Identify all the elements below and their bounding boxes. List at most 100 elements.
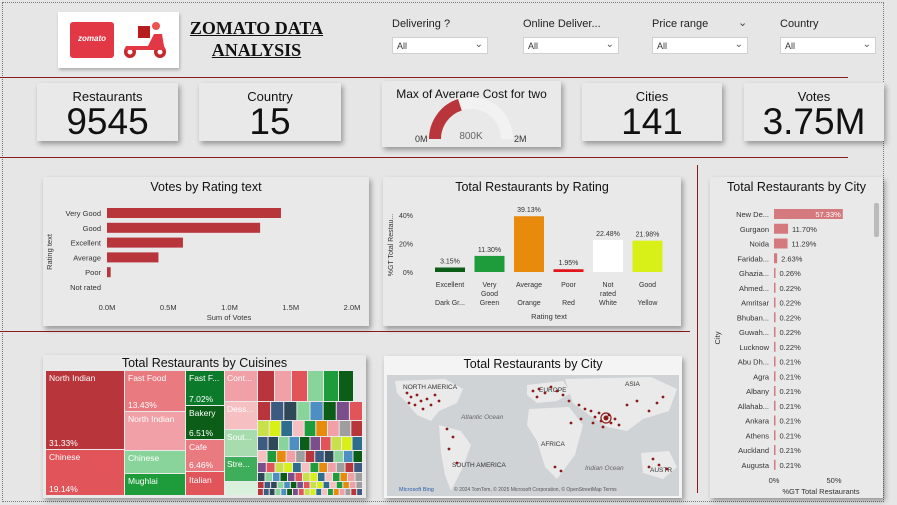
map-dot <box>651 457 655 461</box>
treemap-tile <box>356 482 362 488</box>
treemap-tile-mughlai <box>125 474 185 495</box>
divider-line <box>0 157 848 158</box>
treemap-tile <box>315 451 324 462</box>
map-land-africa <box>527 407 583 479</box>
slicer-country[interactable]: Country All ⌄ <box>772 12 884 58</box>
x-tick-label: 1.5M <box>282 303 299 312</box>
map-dot <box>405 391 409 395</box>
treemap-tile <box>279 437 289 450</box>
restaurants-by-rating-chart: 40% 20% 0% 3.15% Excellent Dark Gr... 11.30% Ve… <box>388 207 663 321</box>
rating-bar <box>474 255 505 272</box>
map-dot <box>625 403 629 407</box>
treemap-tile <box>267 451 277 462</box>
treemap-tile <box>345 463 354 472</box>
category-label: Not rated <box>70 283 101 292</box>
category-label: Excellent <box>436 282 464 289</box>
y-tick-label: 40% <box>399 213 413 220</box>
treemap-tile <box>304 489 310 495</box>
map-dot <box>537 387 541 391</box>
kpi-country: Country 15 <box>199 83 341 142</box>
slicer-value: All <box>785 41 796 51</box>
category-label: Average <box>516 282 542 289</box>
map-dot <box>597 411 601 415</box>
value-label: 0.21% <box>780 372 802 381</box>
map-dot <box>561 393 565 397</box>
treemap-value: 31.33% <box>49 438 78 448</box>
treemap-label: Sout... <box>227 432 252 442</box>
treemap-tile <box>258 451 267 462</box>
slicer-dropdown[interactable]: All ⌄ <box>392 37 488 54</box>
city-bar <box>774 341 776 352</box>
category-label: Good <box>639 282 656 289</box>
treemap-tile <box>258 489 263 495</box>
treemap-tile <box>325 473 332 481</box>
treemap-tile <box>265 473 272 481</box>
treemap-tile <box>289 437 299 450</box>
treemap-tile <box>293 421 304 436</box>
treemap-tile <box>301 463 310 472</box>
slicer-dropdown[interactable]: All ⌄ <box>652 37 748 54</box>
treemap-tile <box>258 402 271 420</box>
chevron-down-icon: ⌄ <box>862 39 871 50</box>
votes-by-rating-chart: Very Good Good Excellent Average Poor Not rat… <box>45 208 360 322</box>
slicer-online-delivery[interactable]: Online Deliver... All ⌄ <box>515 12 627 58</box>
treemap-tile <box>281 489 287 495</box>
map-dot <box>647 409 651 413</box>
value-label: 11.30% <box>478 247 501 254</box>
treemap-label: Fast F... <box>189 373 219 383</box>
treemap-tile-italian <box>186 472 224 495</box>
treemap-tile <box>321 437 331 450</box>
city-label: Abu Dh... <box>738 358 769 367</box>
kpi-value: 3.75M <box>762 101 866 142</box>
treemap-tile <box>297 402 310 420</box>
gauge-fill <box>429 99 463 140</box>
restaurants-by-city-chart: New De... 57.33% Gurgaon 11.70% Noida 11.29% F… <box>713 209 860 496</box>
treemap-tile <box>304 421 316 436</box>
map-label: NORTH AMERICA <box>403 384 458 391</box>
rating-bar <box>593 239 623 272</box>
slicer-dropdown[interactable]: All ⌄ <box>523 37 619 54</box>
slicer-delivering[interactable]: Delivering ? All ⌄ <box>384 12 496 58</box>
map-dot <box>447 447 451 451</box>
slicer-price-range[interactable]: Price range ⌄ All ⌄ <box>644 12 756 58</box>
treemap-tile <box>269 421 281 436</box>
treemap-label: Cont... <box>227 373 252 383</box>
world-map[interactable]: NORTH AMERICA EUROPE ASIA Atlantic Ocean… <box>387 375 679 496</box>
map-dot <box>635 399 639 403</box>
map-dot <box>413 403 417 407</box>
city-bar <box>774 430 776 441</box>
treemap-tile <box>258 371 274 401</box>
map-dot <box>665 467 669 471</box>
treemap-tile <box>357 489 362 495</box>
x-axis-label: Sum of Votes <box>207 313 252 322</box>
treemap-tile <box>310 473 317 481</box>
treemap-tile <box>310 402 323 420</box>
value-label: 57.33% <box>815 210 841 219</box>
x-axis-label: %GT Total Restaurants <box>782 487 860 496</box>
city-bar <box>774 238 788 249</box>
treemap-tile <box>328 489 333 495</box>
treemap-tile <box>339 371 353 401</box>
treemap-tile <box>328 421 339 436</box>
slicer-dropdown[interactable]: All ⌄ <box>780 37 876 54</box>
treemap-tile <box>323 402 336 420</box>
map-dot <box>617 423 621 427</box>
map-dot <box>543 391 547 395</box>
category-label: Orange <box>517 300 540 307</box>
treemap-tile <box>324 371 338 401</box>
scrollbar-thumb[interactable] <box>874 203 879 237</box>
treemap-tile <box>317 482 323 488</box>
rating-bar <box>514 216 544 272</box>
kpi-value: 141 <box>621 101 683 142</box>
treemap-tile <box>296 451 305 462</box>
treemap-label: North Indian <box>49 373 96 383</box>
gauge-card: Max of Average Cost for two 0M 2M 800K <box>382 81 561 147</box>
map-dot <box>415 393 419 397</box>
map-dot <box>655 401 659 405</box>
map-land-south-america <box>439 425 471 491</box>
value-label: 22.48% <box>596 231 620 238</box>
treemap-value: 7.02% <box>189 394 214 404</box>
value-label: 0.26% <box>780 269 802 278</box>
treemap-tile <box>355 473 362 481</box>
slicer-value: All <box>657 41 668 51</box>
